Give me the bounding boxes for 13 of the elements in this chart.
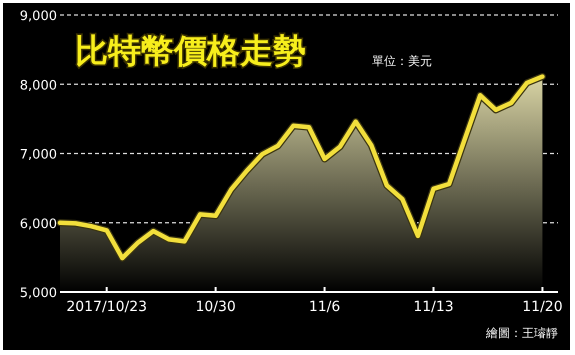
x-tick-label: 2017/10/23 xyxy=(66,299,148,315)
x-tick-label: 11/20 xyxy=(522,299,563,315)
y-tick-label: 9,000 xyxy=(20,9,57,24)
y-tick-label: 7,000 xyxy=(20,148,57,162)
x-tick-label: 11/6 xyxy=(308,299,340,315)
text: 單位：美元 xyxy=(372,54,432,68)
text: 繪圖：王璿靜 xyxy=(485,326,558,340)
y-tick-label: 5,000 xyxy=(20,286,57,301)
y-tick-label: 6,000 xyxy=(20,216,57,232)
text: 比特幣價格走勢 xyxy=(75,31,306,70)
x-tick-label: 10/30 xyxy=(195,299,236,315)
y-tick-label: 8,000 xyxy=(20,78,57,94)
x-tick-label: 11/13 xyxy=(413,299,454,315)
